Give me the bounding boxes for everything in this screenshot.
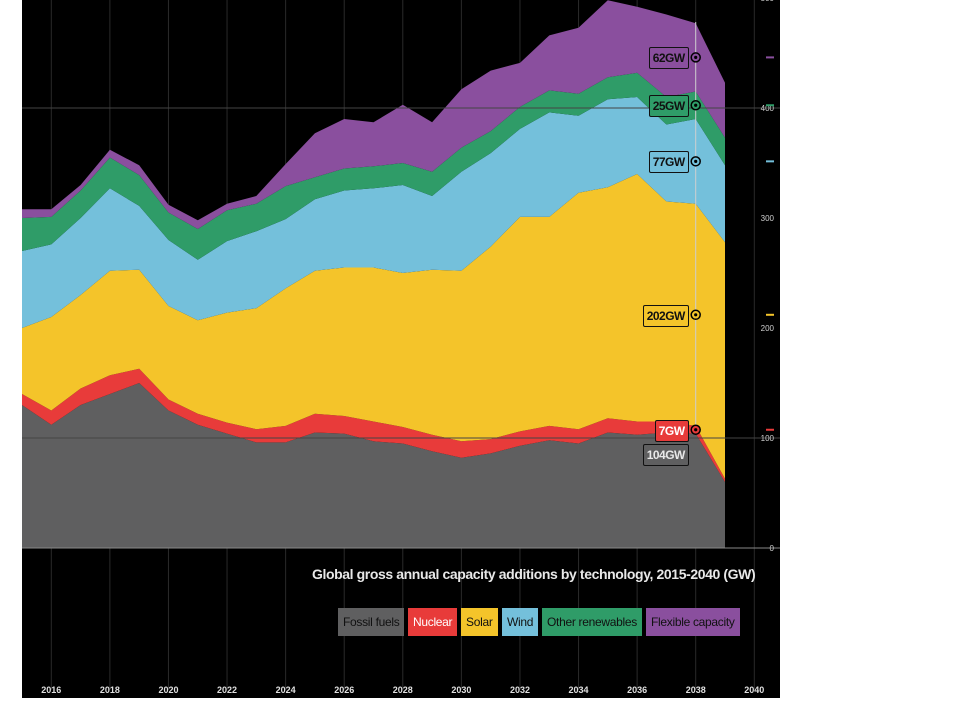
x-tick-label-2028: 2028 xyxy=(393,685,413,695)
y-tick-label-300: 300 xyxy=(761,214,775,223)
dot-center-4 xyxy=(694,103,698,107)
legend-item-fossil-fuels: Fossil fuels xyxy=(338,608,405,636)
area-solar xyxy=(22,174,725,479)
chart-title: Global gross annual capacity additions b… xyxy=(312,566,756,582)
dot-center-1 xyxy=(694,428,698,432)
x-tick-label-2026: 2026 xyxy=(334,685,354,695)
dot-center-2 xyxy=(694,313,698,317)
y-tick-label-100: 100 xyxy=(761,434,775,443)
legend-item-flexible-capacity: Flexible capacity xyxy=(646,608,740,636)
x-tick-label-2024: 2024 xyxy=(276,685,296,695)
x-tick-label-2020: 2020 xyxy=(158,685,178,695)
chart-frame: 0 100 200 300 400 500 2016 2018 2020 2022 2024 2026… xyxy=(22,0,780,698)
stacked-area-chart: 0 100 200 300 400 500 2016 2018 2020 2022 2024 2026… xyxy=(22,0,780,695)
x-tick-label-2030: 2030 xyxy=(451,685,471,695)
x-tick-label-2034: 2034 xyxy=(569,685,589,695)
area-nuclear xyxy=(22,368,725,482)
area-other-renewables xyxy=(22,72,725,260)
callout-solar: 202GW xyxy=(642,304,689,327)
area-fossil-fuels xyxy=(22,383,725,548)
legend-item-wind: Wind xyxy=(502,608,539,636)
callout-wind: 77GW xyxy=(648,151,689,174)
callout-fossil-fuels: 104GW xyxy=(642,443,689,466)
y-tick-label-500: 500 xyxy=(761,0,775,3)
legend-item-nuclear: Nuclear xyxy=(408,608,458,636)
x-tick-label-2016: 2016 xyxy=(41,685,61,695)
x-tick-label-2018: 2018 xyxy=(100,685,120,695)
dot-center-3 xyxy=(694,159,698,163)
callout-nuclear: 7GW xyxy=(654,419,689,442)
callout-other-renewables: 25GW xyxy=(648,95,689,118)
legend-item-other-renewables: Other renewables xyxy=(542,608,642,636)
area-wind xyxy=(22,97,725,328)
x-tick-label-2036: 2036 xyxy=(627,685,647,695)
x-tick-label-2040: 2040 xyxy=(744,685,764,695)
callout-flexible-capacity: 62GW xyxy=(648,47,689,70)
y-tick-label-0: 0 xyxy=(770,544,775,553)
legend-item-solar: Solar xyxy=(461,608,498,636)
x-tick-label-2022: 2022 xyxy=(217,685,237,695)
x-tick-label-2032: 2032 xyxy=(510,685,530,695)
dot-center-5 xyxy=(694,55,698,60)
y-tick-label-400: 400 xyxy=(761,104,775,113)
area-flexible-capacity xyxy=(22,0,725,230)
x-tick-label-2038: 2038 xyxy=(686,685,706,695)
y-tick-label-200: 200 xyxy=(761,324,775,333)
